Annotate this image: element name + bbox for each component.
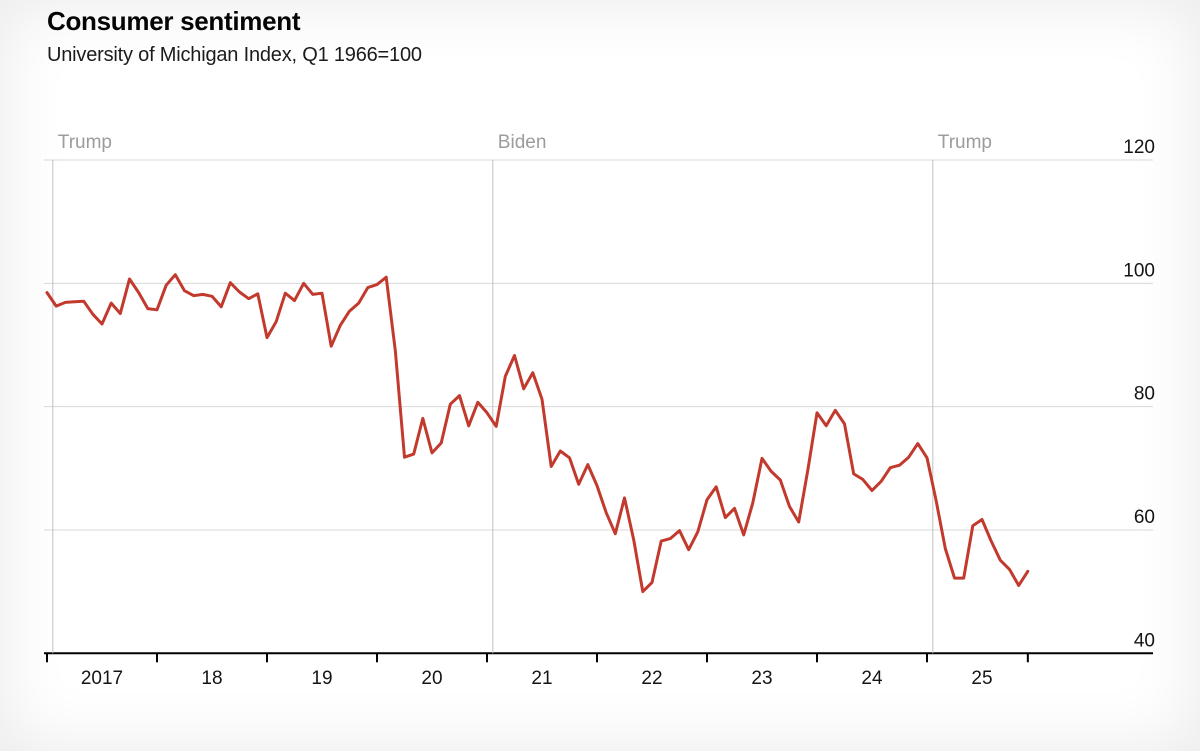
x-tick-label: 22 [641, 668, 662, 689]
y-tick-label: 40 [1134, 630, 1155, 651]
president-label: Trump [58, 132, 112, 153]
x-tick-label: 20 [421, 668, 442, 689]
chart-title: Consumer sentiment [47, 6, 301, 36]
y-tick-label: 120 [1123, 137, 1155, 158]
x-tick-label: 2017 [81, 668, 123, 689]
x-tick-label: 24 [861, 668, 883, 689]
president-label: Biden [498, 132, 547, 153]
chart-subtitle: University of Michigan Index, Q1 1966=10… [47, 44, 422, 66]
x-tick-label: 25 [971, 668, 992, 689]
x-tick-label: 23 [751, 668, 772, 689]
sentiment-line [45, 273, 1030, 594]
y-tick-label: 100 [1123, 260, 1155, 281]
y-tick-label: 60 [1134, 507, 1155, 528]
y-tick-label: 80 [1134, 384, 1155, 405]
chart-header: Consumer sentiment University of Michiga… [47, 6, 422, 67]
x-tick-label: 19 [311, 668, 332, 689]
x-tick-label: 18 [201, 668, 222, 689]
president-label: Trump [938, 132, 992, 153]
x-tick-label: 21 [531, 668, 552, 689]
